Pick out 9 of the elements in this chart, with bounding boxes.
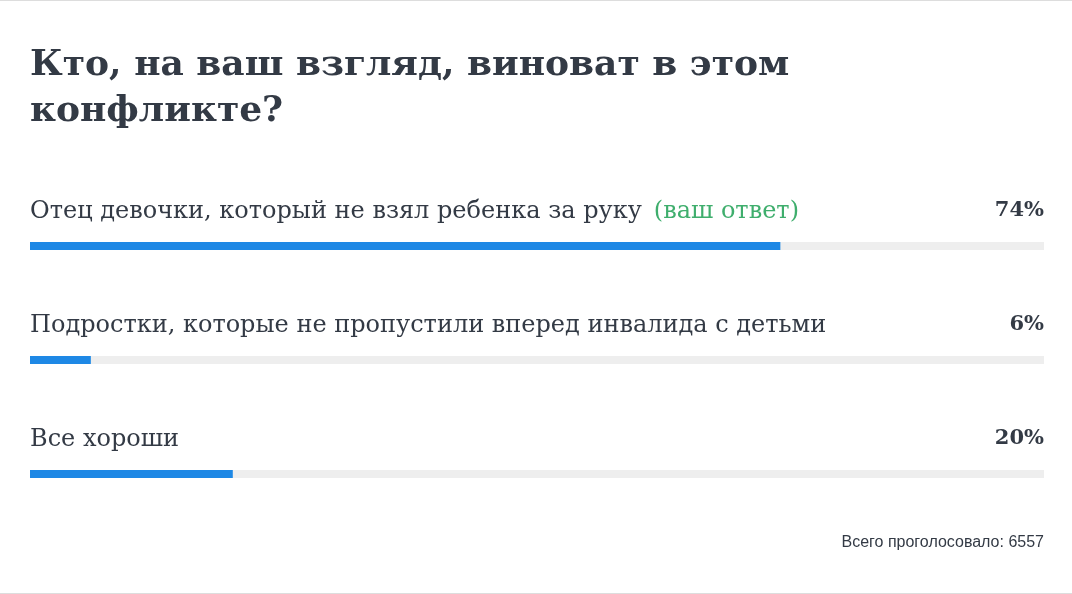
chart-title: Кто, на ваш взгляд, виноват в этом конфликте? (30, 40, 791, 131)
y-tick-label: Подростки, которые не пропустили вперед инвалида с детьми (30, 310, 827, 338)
text: Всего проголосовало: 6557 (841, 533, 1044, 551)
data-label: 6% (1009, 310, 1045, 335)
annotation: (ваш ответ) (653, 196, 799, 224)
data-label: 20% (994, 424, 1045, 449)
y-tick-label: Все хороши (30, 424, 180, 452)
data-label: 74% (994, 196, 1045, 221)
y-tick-label: Отец девочки, который не взял ребенка за руку (30, 196, 642, 224)
